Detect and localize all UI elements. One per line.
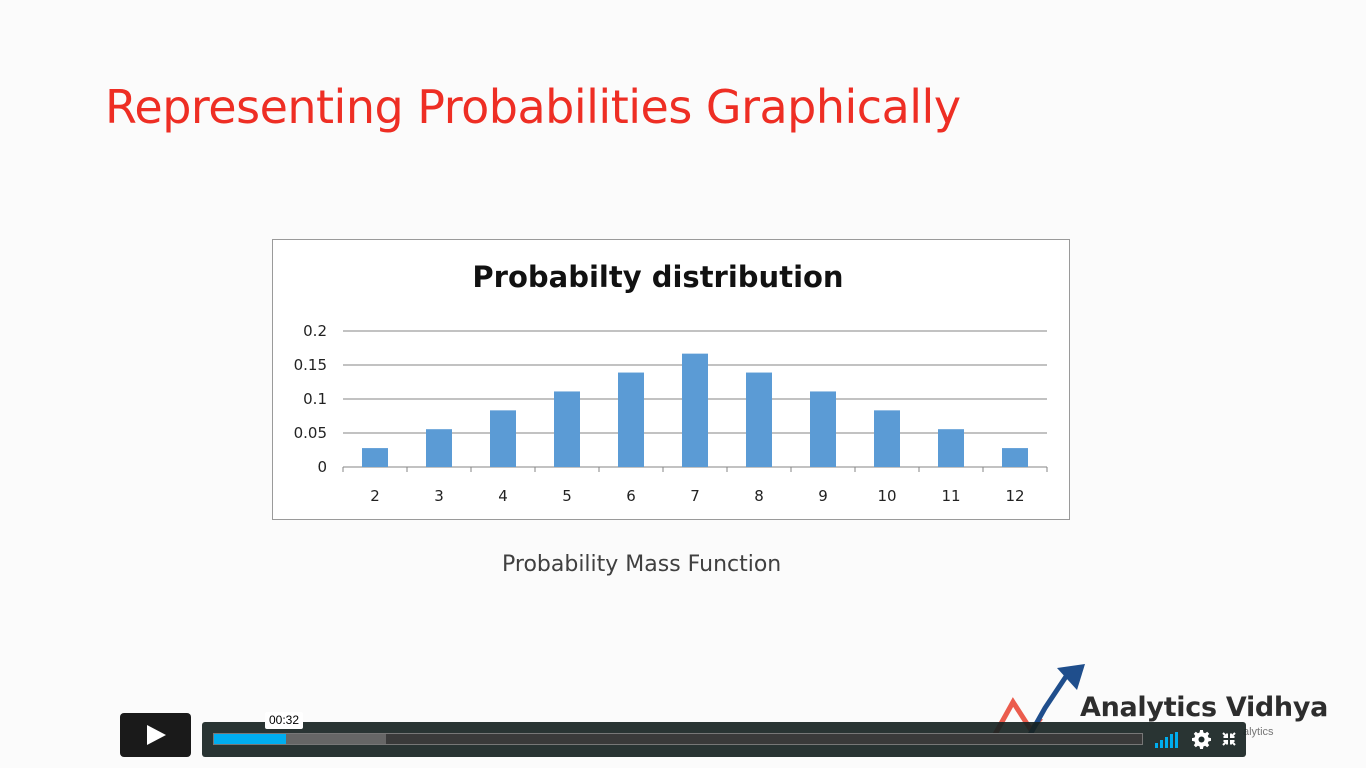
chart-title: Probabilty distribution [472,260,843,294]
play-button[interactable] [120,713,191,757]
play-icon [147,725,166,745]
bar [874,410,900,467]
y-tick-label: 0.2 [303,322,327,340]
logo-name: Analytics Vidhya [1080,692,1329,723]
x-tick-label: 4 [498,487,508,505]
y-tick-label: 0.15 [294,356,327,374]
chart-panel: Probabilty distribution 0 0.05 0.1 0.15 0.2 2 3… [272,239,1070,520]
chart-caption: Probability Mass Function [502,552,782,577]
x-tick-label: 3 [434,487,444,505]
bar [746,372,772,467]
x-tick-label: 8 [754,487,764,505]
y-tick-label: 0.05 [294,424,327,442]
volume-icon[interactable] [1155,732,1181,748]
x-tick-label: 6 [626,487,636,505]
x-tick-label: 12 [1005,487,1024,505]
y-tick-label: 0 [317,458,327,476]
bar [1002,448,1028,467]
progress-bar[interactable] [213,733,1143,745]
progress-buffered [214,734,386,744]
bar [426,429,452,467]
x-tick-label: 5 [562,487,572,505]
y-tick-label: 0.1 [303,390,327,408]
probability-chart: Probabilty distribution 0 0.05 0.1 0.15 0.2 2 3… [294,260,1048,505]
x-tick-label: 11 [941,487,960,505]
bar [362,448,388,467]
x-tick-label: 9 [818,487,828,505]
fullscreen-icon[interactable] [1222,732,1236,746]
bar [490,410,516,467]
progress-played [214,734,286,744]
bar [554,391,580,467]
x-tick-label: 10 [877,487,896,505]
x-tick-label: 2 [370,487,380,505]
bar [810,391,836,467]
bar [618,372,644,467]
x-tick-label: 7 [690,487,700,505]
slide-title: Representing Probabilities Graphically [105,80,961,134]
logo-tagline: alytics [1243,726,1274,738]
player-control-bar [202,722,1246,757]
bar [938,429,964,467]
hover-time-tooltip: 00:32 [265,712,304,729]
settings-icon[interactable] [1192,730,1211,749]
bar [682,353,708,467]
